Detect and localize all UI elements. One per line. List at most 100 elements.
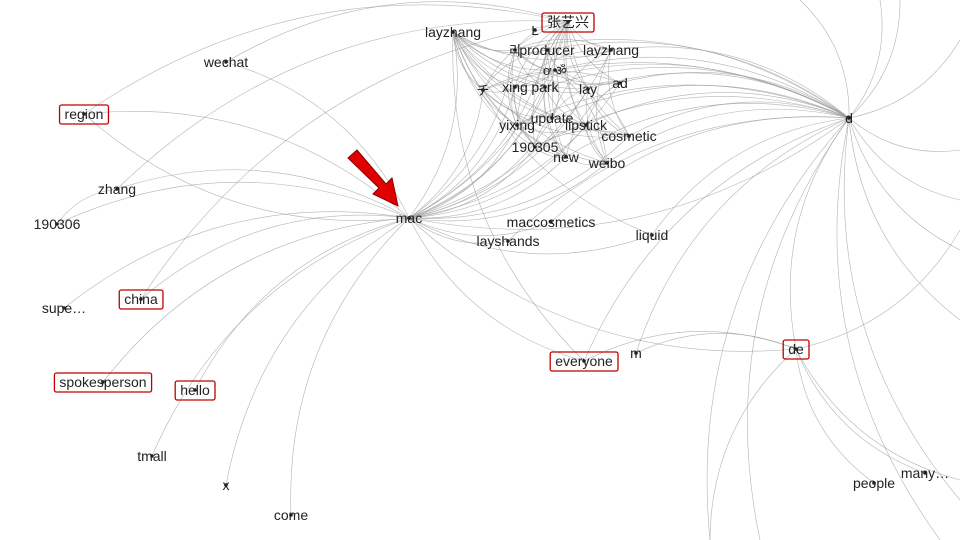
- graph-edge: [116, 169, 410, 219]
- graph-node-many[interactable]: many…: [901, 465, 949, 481]
- graph-edge: [482, 86, 516, 93]
- graph-edge: [532, 21, 569, 148]
- graph-edge: [83, 113, 410, 221]
- graph-node-zhangyixing_cn[interactable]: 张艺兴: [547, 14, 589, 30]
- graph-node-supe[interactable]: supe…: [42, 300, 86, 316]
- highlight-box-zhangyixing_cn: [541, 12, 595, 33]
- graph-node-lay[interactable]: lay: [579, 81, 597, 97]
- node-label: チ: [476, 83, 489, 98]
- graph-edge: [567, 21, 630, 137]
- graph-edge: [848, 39, 960, 119]
- graph-edge: [554, 69, 630, 137]
- graph-edge: [408, 146, 536, 219]
- graph-edge: [290, 217, 410, 516]
- graph-node-update[interactable]: update: [531, 110, 574, 126]
- graph-node-mac[interactable]: mac: [396, 210, 422, 226]
- node-dot: [481, 88, 485, 92]
- node-dot: [618, 81, 622, 85]
- graph-node-park[interactable]: park: [531, 79, 559, 95]
- highlight-box-region: [58, 104, 110, 125]
- graph-node-new[interactable]: new: [553, 149, 580, 165]
- node-label: layzhang: [425, 24, 481, 40]
- graph-edge: [534, 146, 567, 158]
- graph-node-n190306[interactable]: 190306: [34, 216, 81, 232]
- graph-node-x[interactable]: x: [223, 477, 230, 493]
- node-dot: [543, 85, 547, 89]
- graph-node-layzhang2[interactable]: layzhang: [583, 42, 639, 58]
- graph-edge: [482, 62, 850, 119]
- graph-node-china[interactable]: china: [124, 291, 158, 307]
- graph-node-tmall[interactable]: tmall: [137, 448, 167, 464]
- node-dot: [115, 187, 119, 191]
- node-label: cosmetic: [601, 128, 656, 144]
- node-label: come: [274, 507, 308, 523]
- node-label: ad: [612, 75, 628, 91]
- graph-node-ad[interactable]: ad: [612, 75, 628, 91]
- graph-node-maccosmetics[interactable]: maccosmetics: [507, 214, 596, 230]
- node-dot: [506, 239, 510, 243]
- graph-edge: [408, 124, 518, 219]
- node-dot: [513, 48, 517, 52]
- graph-node-m[interactable]: m: [630, 345, 642, 361]
- graph-node-cosmetic[interactable]: cosmetic: [601, 128, 656, 144]
- graph-edge: [554, 69, 608, 164]
- graph-node-lipstick[interactable]: lipstick: [565, 117, 608, 133]
- graph-node-hello[interactable]: hello: [180, 382, 210, 398]
- graph-node-everyone[interactable]: everyone: [555, 353, 613, 369]
- graph-node-spokesperson[interactable]: spokesperson: [59, 374, 146, 390]
- graph-node-liquid[interactable]: liquid: [636, 227, 669, 243]
- node-dot: [515, 123, 519, 127]
- graph-edge: [848, 117, 960, 201]
- graph-node-zhang[interactable]: zhang: [98, 181, 136, 197]
- graph-edge: [563, 21, 587, 126]
- node-dot: [533, 28, 537, 32]
- graph-edge: [567, 21, 621, 84]
- graph-node-layzhang_top[interactable]: layzhang: [425, 24, 481, 40]
- graph-edge: [83, 111, 410, 219]
- graph-node-layshands[interactable]: layshands: [476, 233, 539, 249]
- graph-edge: [585, 124, 608, 164]
- highlight-box-everyone: [549, 351, 619, 372]
- graph-node-de[interactable]: de: [788, 341, 804, 357]
- node-label: supe…: [42, 300, 86, 316]
- node-dot: [549, 220, 553, 224]
- graph-node-weibo[interactable]: weibo: [588, 155, 626, 171]
- graph-edge: [795, 348, 960, 481]
- graph-edge: [551, 88, 589, 119]
- node-label: producer: [519, 42, 575, 58]
- graph-edge: [514, 49, 621, 85]
- node-dot: [553, 68, 557, 72]
- node-dot: [139, 297, 143, 301]
- node-label: liquid: [636, 227, 669, 243]
- graph-node-producer[interactable]: producer: [519, 42, 575, 58]
- graph-node-mini_glyphs[interactable]: ơ ॐ: [543, 63, 567, 78]
- graph-node-lay_partial[interactable]: L: [531, 23, 538, 38]
- graph-node-d[interactable]: d: [845, 110, 853, 126]
- graph-node-n190305[interactable]: 190305: [512, 139, 559, 155]
- node-dot: [586, 87, 590, 91]
- node-dot: [584, 123, 588, 127]
- graph-node-r_glyph[interactable]: 리: [509, 43, 521, 58]
- graph-edge: [583, 117, 850, 362]
- graph-node-come[interactable]: come: [274, 507, 308, 523]
- graph-node-region[interactable]: region: [65, 106, 104, 122]
- graph-node-people[interactable]: people: [853, 475, 895, 491]
- highlight-box-spokesperson: [53, 372, 153, 393]
- graph-edge: [514, 86, 546, 91]
- graph-edge: [514, 49, 546, 88]
- graph-edge: [709, 348, 797, 540]
- graph-edge: [706, 117, 850, 540]
- graph-edge: [795, 348, 875, 484]
- graph-node-yixing[interactable]: yixing: [499, 117, 535, 133]
- node-label: d: [845, 110, 853, 126]
- graph-node-chi[interactable]: チ: [476, 83, 489, 98]
- graph-edge: [534, 96, 850, 148]
- graph-edge: [514, 39, 612, 51]
- graph-edge: [452, 31, 608, 164]
- graph-node-xing[interactable]: xing: [502, 79, 528, 95]
- graph-edge: [408, 124, 587, 219]
- graph-edge: [795, 348, 926, 474]
- graph-edge: [516, 21, 569, 126]
- graph-node-wechat[interactable]: wechat: [203, 54, 248, 70]
- node-dot: [289, 513, 293, 517]
